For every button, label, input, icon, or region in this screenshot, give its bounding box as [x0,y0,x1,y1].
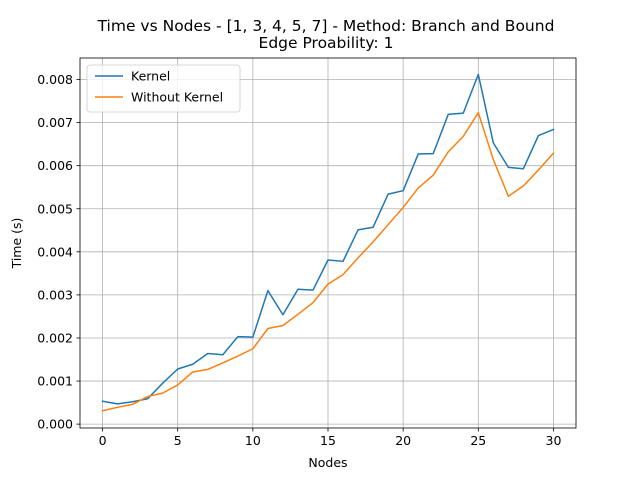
y-tick-label: 0.008 [37,72,73,87]
legend: Kernel Without Kernel [86,64,241,113]
x-tick-label: 5 [174,433,182,448]
x-tick-label: 30 [546,433,562,448]
axis-ticks: 0 5 10 15 20 25 30 0.000 0.001 0.002 0.003 0.004 0.0… [37,72,561,448]
chart-title: Time vs Nodes - [1, 3, 4, 5, 7] - Method… [97,17,555,35]
y-tick-label: 0.002 [37,330,73,345]
series-line-without-kernel [101,111,555,412]
x-axis-label: Nodes [308,455,347,470]
legend-label-kernel: Kernel [131,69,170,84]
grid [80,58,576,428]
x-tick-label: 0 [99,433,107,448]
series-line-kernel [101,73,555,405]
legend-label-without-kernel: Without Kernel [131,90,223,105]
legend-box [86,64,241,113]
y-tick-label: 0.000 [37,417,73,432]
y-tick-label: 0.007 [37,115,73,130]
y-tick-label: 0.003 [37,287,73,302]
y-tick-label: 0.005 [37,201,73,216]
chart-subtitle: Edge Proability: 1 [259,34,394,52]
x-tick-label: 25 [470,433,486,448]
y-tick-label: 0.004 [37,244,73,259]
x-tick-label: 10 [245,433,261,448]
x-tick-label: 15 [320,433,336,448]
x-tick-label: 20 [395,433,411,448]
series-lines [101,73,555,412]
y-tick-label: 0.006 [37,158,73,173]
y-tick-label: 0.001 [37,374,73,389]
y-axis-label: Time (s) [9,218,24,270]
